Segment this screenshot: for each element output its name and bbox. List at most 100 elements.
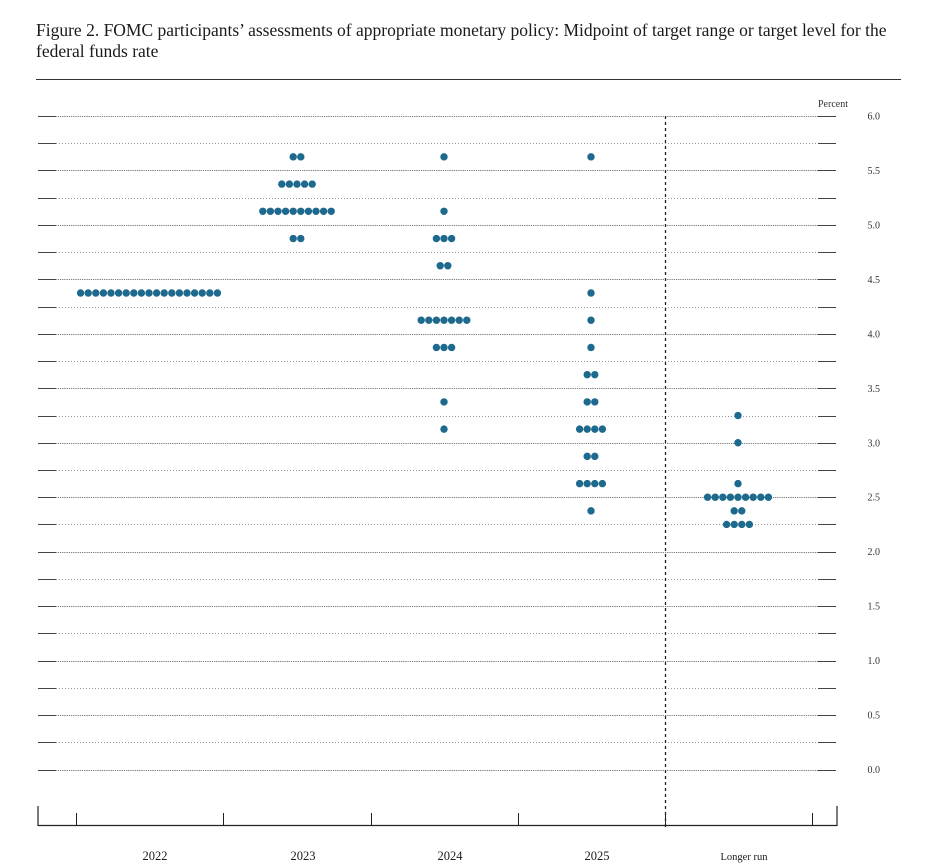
dot (175, 289, 184, 297)
y-tick-label: 0.5 (868, 711, 881, 722)
dot (587, 153, 595, 161)
dot (293, 180, 301, 188)
dot (444, 262, 452, 270)
dot (591, 452, 599, 461)
dot (145, 289, 153, 297)
dot (130, 289, 138, 297)
dot (432, 234, 441, 243)
y-tick-label: 0.0 (868, 765, 881, 776)
dot (583, 479, 591, 488)
dot (745, 520, 754, 529)
y-tick-label: 2.0 (868, 547, 881, 558)
dot (297, 234, 305, 243)
dot (730, 507, 738, 515)
dot (300, 180, 309, 188)
dot (734, 493, 742, 501)
dot (591, 425, 599, 433)
y-tick-label: 1.5 (868, 602, 881, 613)
dot (76, 289, 85, 297)
y-tick-label: 6.0 (868, 112, 881, 123)
dot (587, 289, 595, 297)
dot (598, 479, 607, 488)
dot (587, 316, 595, 324)
dot (575, 479, 584, 488)
dot (722, 520, 731, 529)
x-tick-label: 2025 (585, 849, 610, 863)
y-tick-label: 1.0 (868, 656, 881, 667)
dot (183, 289, 191, 297)
y-tick-label: 4.0 (868, 329, 881, 340)
dot (575, 425, 584, 433)
dot (591, 479, 599, 488)
y-tick-label: 4.5 (868, 275, 881, 286)
dot (319, 207, 328, 216)
dot (757, 493, 765, 501)
dot (278, 180, 286, 188)
dot (160, 289, 168, 297)
dot (285, 180, 294, 188)
dot (764, 493, 773, 501)
dot (213, 289, 222, 297)
dot (304, 207, 313, 216)
dot (598, 425, 607, 433)
x-axis (37, 806, 838, 827)
dot (289, 234, 297, 243)
dot (440, 234, 448, 243)
dot (738, 507, 746, 515)
dot (583, 425, 591, 433)
dot (327, 207, 335, 216)
dot (308, 180, 316, 188)
dot (432, 316, 441, 324)
dot (711, 493, 719, 501)
y-tick-label: 2.5 (868, 493, 881, 504)
x-tick-label: 2022 (143, 849, 168, 863)
dot (447, 343, 456, 352)
y-tick-label: 3.5 (868, 384, 881, 395)
dot (738, 520, 746, 529)
dot (436, 262, 444, 270)
dot (440, 153, 448, 161)
dots (76, 153, 773, 529)
dot (417, 316, 425, 324)
x-tick-label: 2023 (291, 849, 316, 863)
dot (206, 289, 214, 297)
dot (730, 520, 738, 529)
dot (122, 289, 130, 297)
y-tick-label: 3.0 (868, 438, 881, 449)
dot (281, 207, 290, 216)
dot (107, 289, 115, 297)
dot (734, 439, 742, 447)
y-tick-label: 5.0 (868, 220, 881, 231)
dot (741, 493, 750, 501)
dot (703, 493, 712, 501)
dot (259, 207, 267, 216)
dot (440, 425, 448, 433)
dot (312, 207, 320, 216)
y-tick-label: 5.5 (868, 166, 881, 177)
dot (440, 316, 448, 324)
dot (463, 316, 471, 324)
dot (447, 234, 456, 243)
dot (274, 207, 282, 216)
dot (198, 289, 206, 297)
dot (297, 207, 305, 216)
dot (440, 207, 448, 216)
dot (432, 343, 441, 352)
dot (455, 316, 463, 324)
dot (583, 452, 591, 461)
dot (425, 316, 433, 324)
dot (289, 207, 297, 216)
dot (92, 289, 100, 297)
dot (440, 343, 448, 352)
dot (297, 153, 305, 161)
dot (84, 289, 92, 297)
dot (168, 289, 176, 297)
dot (137, 289, 146, 297)
dot (587, 507, 595, 515)
dot (587, 343, 595, 352)
dot (591, 398, 599, 406)
dot (583, 398, 591, 406)
dot (152, 289, 161, 297)
dot (719, 493, 727, 501)
